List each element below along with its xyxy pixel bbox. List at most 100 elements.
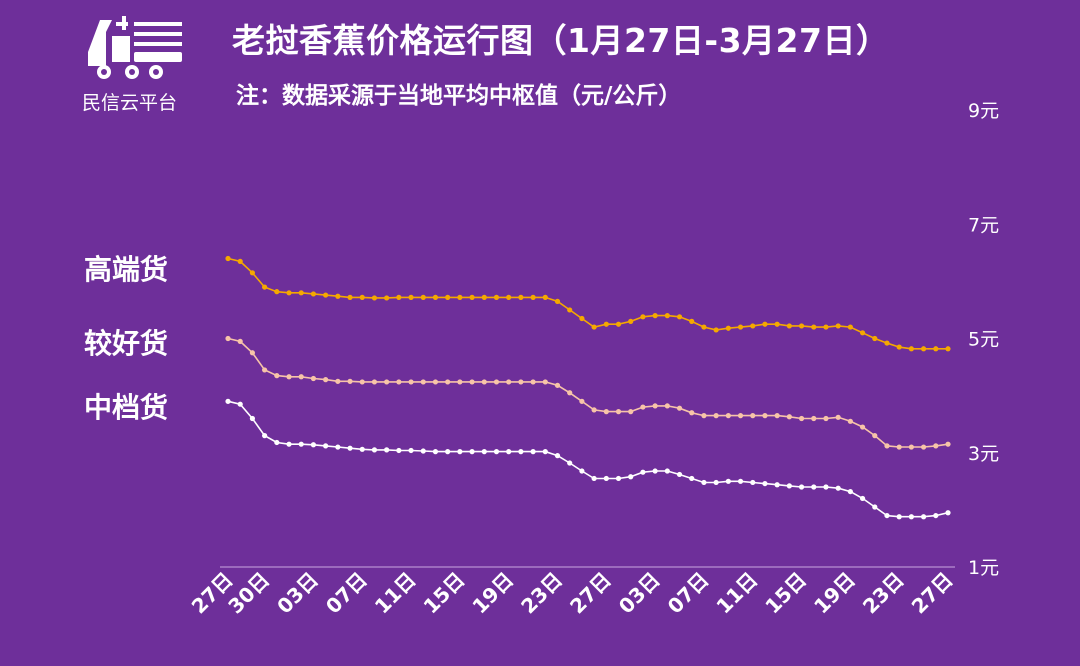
data-point <box>445 294 451 300</box>
series-line-0 <box>227 257 948 350</box>
data-point <box>737 324 744 330</box>
data-point <box>249 270 256 276</box>
data-point <box>567 390 573 396</box>
data-point <box>652 313 658 319</box>
y-tick-label: 7元 <box>968 214 999 236</box>
data-point <box>396 294 402 300</box>
data-point <box>640 469 646 475</box>
data-point <box>774 482 780 488</box>
data-point <box>908 346 914 352</box>
data-point <box>493 379 500 385</box>
data-point <box>725 478 731 484</box>
chart-title: 老挝香蕉价格运行图（1月27日-3月27日） <box>232 21 890 60</box>
data-point <box>359 379 365 385</box>
data-point <box>725 413 731 419</box>
data-point <box>896 444 902 450</box>
x-tick-label: 27日 <box>565 568 616 619</box>
data-point <box>506 379 512 385</box>
data-point <box>920 514 927 520</box>
data-point <box>408 379 414 385</box>
data-point <box>945 441 951 447</box>
data-point <box>469 379 475 385</box>
data-point <box>884 340 890 346</box>
data-point <box>310 375 317 382</box>
data-point <box>384 295 390 301</box>
data-point <box>811 324 817 330</box>
data-point <box>591 475 597 482</box>
data-point <box>920 346 927 352</box>
data-point <box>701 324 707 330</box>
data-point <box>262 367 268 373</box>
data-point <box>347 294 353 300</box>
data-point <box>469 294 475 300</box>
y-tick-label: 3元 <box>968 443 999 465</box>
data-point <box>371 379 378 385</box>
data-point <box>896 514 902 520</box>
data-point <box>518 294 524 300</box>
data-point <box>640 314 646 320</box>
data-point <box>750 413 756 419</box>
data-point <box>420 448 426 454</box>
y-tick-label: 5元 <box>968 329 999 351</box>
data-point <box>335 378 341 384</box>
data-point <box>652 403 658 409</box>
data-point <box>615 321 622 327</box>
data-point <box>335 293 341 299</box>
x-tick-label: 11日 <box>370 568 421 619</box>
data-point <box>286 441 292 447</box>
data-point <box>249 415 256 422</box>
x-tick-label: 23日 <box>858 568 909 619</box>
data-point <box>811 415 817 422</box>
data-point <box>286 374 292 380</box>
data-point <box>420 379 426 385</box>
x-tick-label: 15日 <box>419 568 470 619</box>
x-tick-label: 07日 <box>663 568 714 619</box>
data-point <box>225 398 231 404</box>
data-point <box>542 379 548 385</box>
data-point <box>701 413 707 419</box>
data-point <box>335 444 341 450</box>
data-point <box>603 409 609 415</box>
data-point <box>457 294 463 300</box>
data-point <box>811 484 817 490</box>
data-point <box>591 407 597 413</box>
series-label-high: 高端货 <box>84 253 169 286</box>
data-point <box>408 447 414 454</box>
data-point <box>933 512 939 519</box>
data-point <box>872 504 878 510</box>
data-point <box>713 479 719 486</box>
data-point <box>481 294 487 300</box>
data-point <box>408 294 414 300</box>
data-point <box>664 468 670 474</box>
data-point <box>798 415 805 422</box>
x-tick-label: 27日 <box>187 568 238 619</box>
data-point <box>384 379 390 385</box>
data-point <box>823 324 829 330</box>
data-point <box>835 485 841 491</box>
data-point <box>628 474 634 480</box>
data-point <box>762 480 768 487</box>
data-point <box>274 289 280 295</box>
x-tick-label: 23日 <box>516 568 567 619</box>
x-tick-label: 19日 <box>809 568 860 619</box>
data-point <box>384 447 390 453</box>
data-point <box>579 315 585 322</box>
data-point <box>530 449 536 455</box>
data-point <box>310 442 317 448</box>
data-point <box>530 379 536 385</box>
data-point <box>798 323 805 329</box>
x-tick-label: 15日 <box>760 568 811 619</box>
data-point <box>420 294 426 300</box>
data-point <box>554 298 561 304</box>
data-point <box>640 404 646 410</box>
data-point <box>615 409 622 415</box>
data-point <box>786 414 792 420</box>
series-line-1 <box>227 337 949 448</box>
data-point <box>628 409 634 415</box>
data-point <box>737 413 744 419</box>
data-point <box>262 433 268 439</box>
data-point <box>713 413 719 419</box>
data-point <box>493 449 500 455</box>
data-point <box>432 449 439 455</box>
data-point <box>689 475 695 482</box>
